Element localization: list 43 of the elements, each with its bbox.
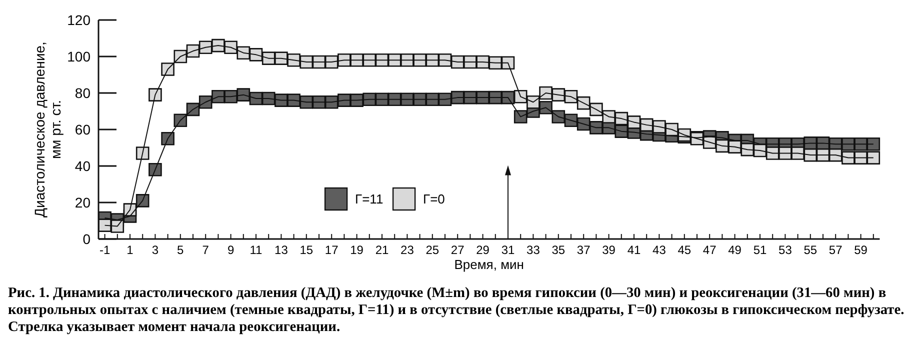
y-axis-title: Диастолическое давление, мм рт. ст.	[31, 42, 64, 218]
x-tick-label: 19	[350, 243, 364, 257]
y-tick-label: 60	[74, 121, 91, 138]
x-axis-title: Время, мин	[454, 257, 524, 272]
x-tick-label: 37	[576, 243, 591, 257]
x-tick-label: 57	[828, 243, 843, 257]
x-tick-label: 21	[375, 243, 389, 257]
x-tick-label: 41	[627, 243, 641, 257]
x-tick-label: 9	[227, 243, 234, 257]
y-tick-label: 80	[74, 84, 91, 101]
x-tick-label: 35	[552, 243, 566, 257]
x-tick-label: 29	[476, 243, 490, 257]
x-tick-label: 5	[177, 243, 184, 257]
x-tick-label: 55	[804, 243, 818, 257]
x-tick-label: 47	[702, 243, 717, 257]
y-tick-label: 20	[74, 194, 91, 210]
x-tick-label: 1	[126, 243, 134, 257]
x-tick-label: 43	[652, 243, 666, 257]
x-tick-label: 15	[300, 243, 314, 257]
x-tick-label: 27	[450, 243, 465, 257]
y-tick-label: 120	[67, 12, 91, 28]
x-tick-label: 31	[501, 243, 515, 257]
x-tick-label: 13	[274, 243, 288, 257]
text: Рис. 1. Динамика диастолического давления (ДАД) в желудочке (M±m) во время гипоксии (0—30 мин) и реоксигенации (31—60 мин) в контрольных опытах с наличием (темные квадраты, Г=11) и в отсутствие (светлые квадраты, Г=0) глюкозы в гипоксическом перфузате. Стрелка указывает момент начала реоксигенации.	[8, 285, 906, 336]
x-tick-label: 39	[602, 243, 616, 257]
y-tick-label: 100	[67, 48, 91, 64]
x-tick-label: -1	[99, 243, 110, 257]
x-tick-label: 25	[426, 243, 440, 257]
y-tick-label: 0	[82, 230, 91, 247]
x-tick-label: 51	[753, 243, 767, 257]
legend-label: Г=11	[355, 192, 384, 207]
x-tick-label: 53	[778, 243, 792, 257]
x-tick-label: 49	[728, 243, 742, 257]
legend-label: Г=0	[423, 192, 445, 207]
x-tick-label: 33	[526, 243, 540, 257]
x-tick-label: 7	[202, 243, 210, 257]
x-tick-label: 3	[152, 243, 159, 257]
y-tick-label: 40	[74, 158, 91, 174]
x-tick-label: 23	[400, 243, 414, 257]
x-tick-label: 17	[324, 243, 339, 257]
x-tick-label: 59	[854, 243, 868, 257]
x-tick-label: 11	[250, 243, 263, 257]
x-tick-label: 45	[678, 243, 692, 257]
